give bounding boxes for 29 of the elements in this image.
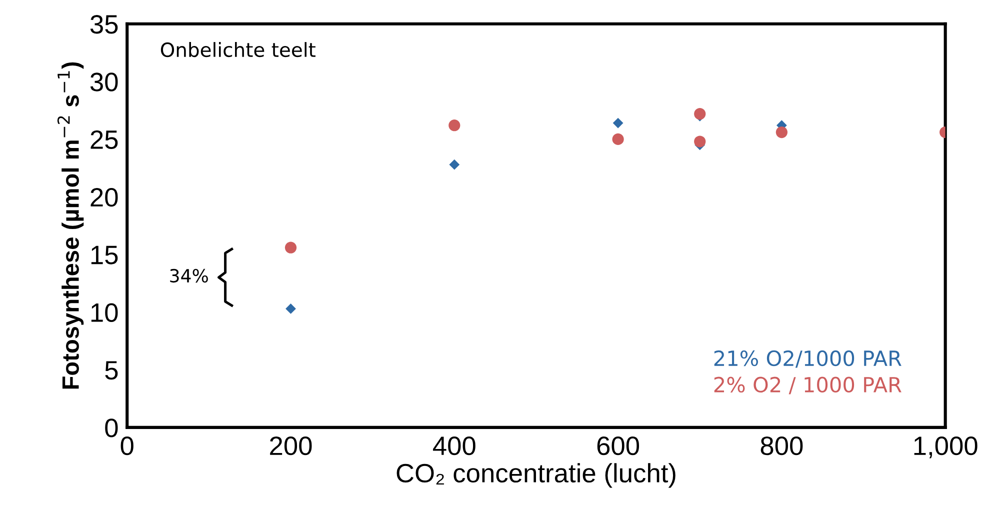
x-tick-label: 1,000: [914, 436, 978, 458]
text: 21% O2/1000 PAR: [714, 350, 902, 368]
point: [612, 118, 624, 128]
point: [612, 133, 624, 146]
y-tick-label: 15: [91, 246, 118, 264]
point: [284, 242, 297, 254]
y-tick-label: 10: [91, 303, 118, 322]
y-tick-label: 20: [90, 188, 118, 207]
y-tick-label: 25: [90, 130, 118, 150]
text: 2% O2 / 1000 PAR: [714, 376, 902, 394]
x-tick-label: 400: [432, 436, 476, 456]
y-tick-label: 5: [105, 361, 118, 380]
y-axis-title: Fotosynthese (µmol m$^{−2}$ s$^{−1}$): [57, 62, 84, 389]
y-tick-label: 30: [90, 72, 118, 92]
annotation: 34%: [170, 268, 208, 283]
point: [694, 108, 706, 120]
x-tick-label: 600: [597, 436, 640, 456]
y-tick-label: 0: [105, 418, 118, 438]
point: [694, 136, 706, 148]
point: [286, 303, 296, 314]
annotation: Onbelichte teelt: [160, 42, 316, 58]
x-tick-label: 0: [120, 436, 134, 456]
y-tick-label: 35: [90, 15, 118, 34]
x-axis-title: CO₂ concentratie (lucht): [396, 463, 676, 488]
x-tick-label: 200: [270, 436, 312, 456]
point: [448, 120, 460, 132]
x-tick-label: 800: [760, 436, 803, 456]
point: [449, 159, 460, 170]
point: [776, 126, 788, 138]
